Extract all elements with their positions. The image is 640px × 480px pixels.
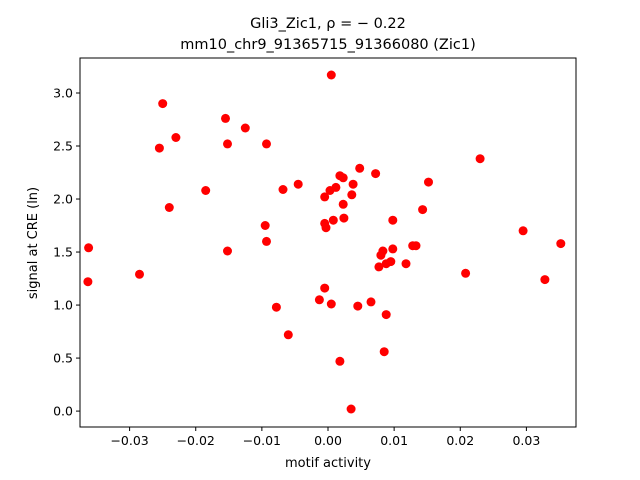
data-point [320, 283, 330, 293]
x-tick-label: −0.01 [243, 433, 281, 448]
data-point [366, 297, 376, 307]
x-tick-label: 0.02 [446, 433, 474, 448]
data-point [171, 133, 181, 142]
data-point [240, 123, 250, 133]
y-tick-label: 0.0 [53, 404, 73, 419]
data-point [401, 259, 411, 269]
data-point [271, 302, 281, 312]
data-point [386, 257, 396, 267]
data-point [278, 185, 288, 194]
data-point [475, 154, 485, 164]
data-point [348, 179, 358, 189]
data-point [376, 250, 386, 260]
data-point [135, 269, 144, 279]
x-tick-label: 0.03 [512, 433, 540, 448]
chart-title-line2: mm10_chr9_91365715_91366080 (Zic1) [180, 37, 476, 53]
x-tick-label: −0.03 [110, 433, 148, 448]
data-point [164, 203, 174, 212]
data-point [283, 330, 293, 340]
data-point [338, 173, 348, 183]
x-tick-label: 0.00 [314, 433, 342, 448]
data-point [556, 239, 566, 249]
data-point [353, 301, 363, 311]
data-point [83, 277, 93, 287]
data-point [326, 299, 336, 309]
data-point [201, 186, 211, 195]
data-point [339, 213, 349, 223]
data-point [326, 70, 336, 80]
data-point [293, 179, 303, 189]
y-axis-label: signal at CRE (ln) [26, 187, 41, 299]
data-point [461, 268, 471, 278]
data-point [388, 215, 398, 225]
data-point [355, 163, 365, 173]
data-point [328, 215, 338, 225]
data-point [221, 113, 230, 123]
y-tick-label: 1.0 [53, 298, 73, 313]
data-point [424, 177, 433, 187]
data-point [158, 99, 168, 109]
data-point [314, 295, 324, 305]
data-point [335, 356, 345, 366]
chart-title-line1: Gli3_Zic1, ρ = − 0.22 [250, 16, 406, 32]
data-point [325, 186, 335, 195]
y-tick-label: 0.5 [53, 351, 73, 366]
y-tick-label: 1.5 [53, 245, 73, 260]
data-point [154, 143, 164, 153]
data-points [83, 70, 566, 414]
data-point [262, 236, 271, 246]
data-point [223, 246, 232, 256]
data-point [381, 310, 391, 320]
data-point [223, 139, 232, 149]
data-point [262, 139, 271, 149]
x-tick-label: 0.01 [380, 433, 408, 448]
x-axis-label: motif activity [285, 456, 371, 471]
data-point [411, 241, 421, 251]
data-point [388, 244, 398, 254]
data-point [84, 243, 94, 253]
plot-area-frame [79, 57, 577, 428]
data-point [338, 199, 348, 209]
data-point [379, 347, 389, 357]
y-axis-ticks: 0.0 0.5 1.0 1.5 2.0 2.5 3.0 [53, 85, 80, 419]
data-point [321, 223, 331, 233]
data-point [540, 275, 550, 285]
data-point [346, 404, 356, 414]
data-point [371, 169, 381, 179]
x-tick-label: −0.02 [177, 433, 215, 448]
data-point [518, 226, 528, 236]
data-point [418, 205, 428, 215]
data-point [260, 221, 270, 230]
x-axis-ticks: −0.03 −0.02 −0.01 0.00 0.01 0.02 0.03 [110, 427, 540, 448]
y-tick-label: 3.0 [53, 85, 73, 100]
y-tick-label: 2.5 [53, 139, 73, 154]
data-point [347, 190, 357, 200]
data-point [374, 262, 384, 272]
y-tick-label: 2.0 [53, 192, 73, 207]
data-point [320, 192, 330, 202]
